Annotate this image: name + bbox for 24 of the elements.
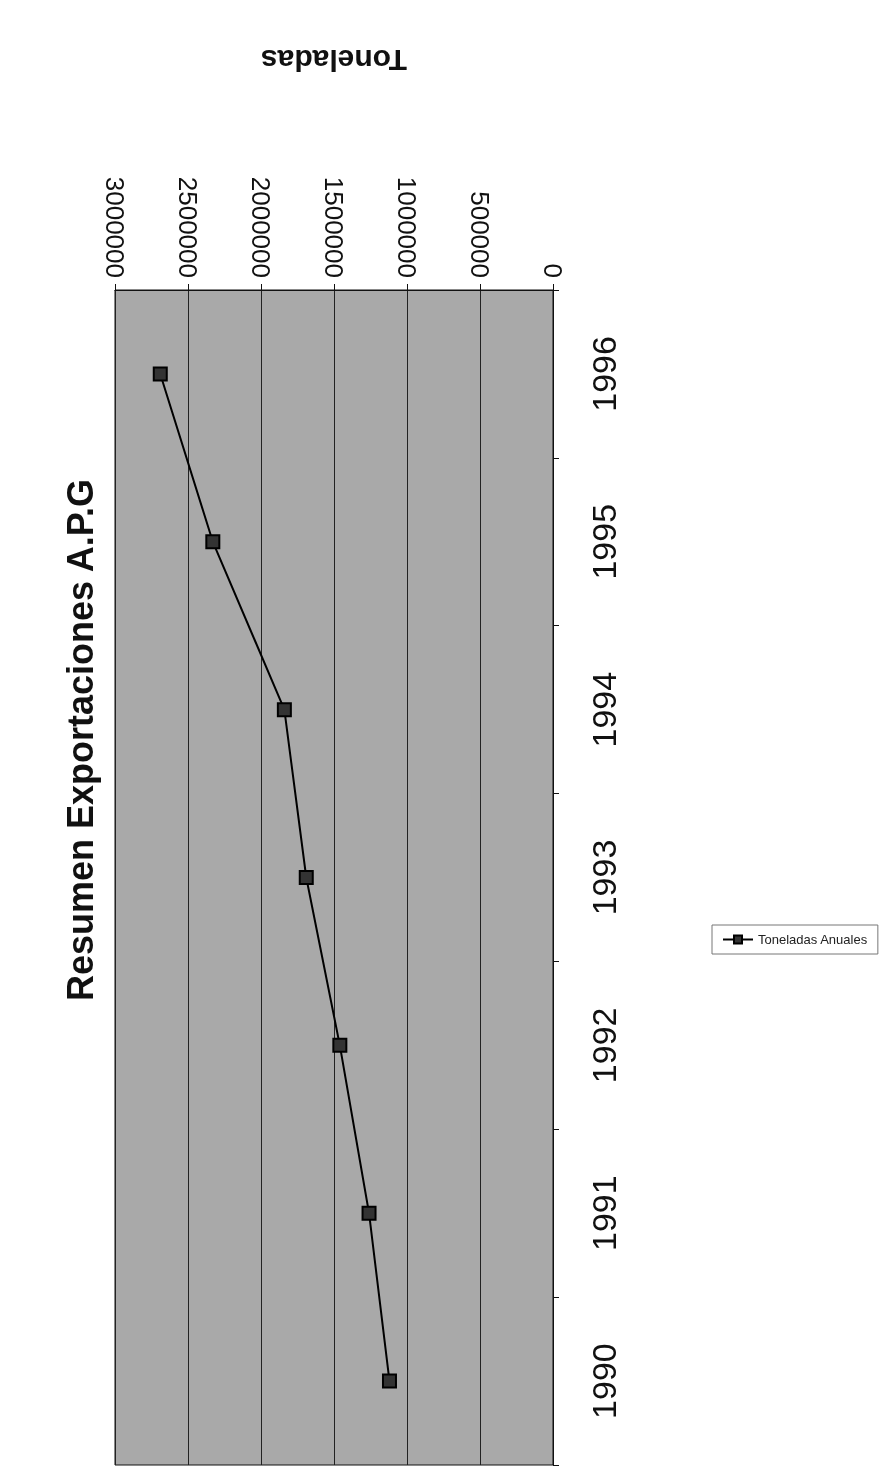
- y-tick-label: 1995: [585, 503, 623, 580]
- x-axis-title: Toneladas: [260, 43, 408, 77]
- point: [152, 366, 168, 382]
- y-tick-label: 1996: [585, 336, 623, 412]
- y-tick-label: 1992: [585, 1007, 623, 1084]
- text: Resumen Exportaciones A.P.G: [59, 478, 101, 1002]
- y-tick-label: 1990: [585, 1343, 623, 1419]
- point: [332, 1037, 348, 1053]
- point: [205, 534, 221, 550]
- point: [361, 1205, 377, 1221]
- x-tick-label: 1500000: [319, 176, 349, 278]
- legend-label: Toneladas Anuales: [758, 932, 868, 947]
- y-tick-label: 1991: [585, 1175, 623, 1252]
- x-tick-label: 2500000: [173, 176, 203, 278]
- point: [276, 702, 292, 718]
- x-tick-label: 500000: [465, 191, 495, 278]
- x-tick-label: 1000000: [392, 176, 422, 278]
- point: [298, 870, 314, 885]
- x-tick-label: 0: [538, 263, 568, 278]
- x-tick-label: 3000000: [100, 176, 130, 278]
- y-tick-label: 1993: [585, 839, 623, 916]
- x-tick-label: 2000000: [246, 176, 276, 278]
- y-tick-label: 1994: [585, 671, 623, 748]
- point: [381, 1373, 397, 1389]
